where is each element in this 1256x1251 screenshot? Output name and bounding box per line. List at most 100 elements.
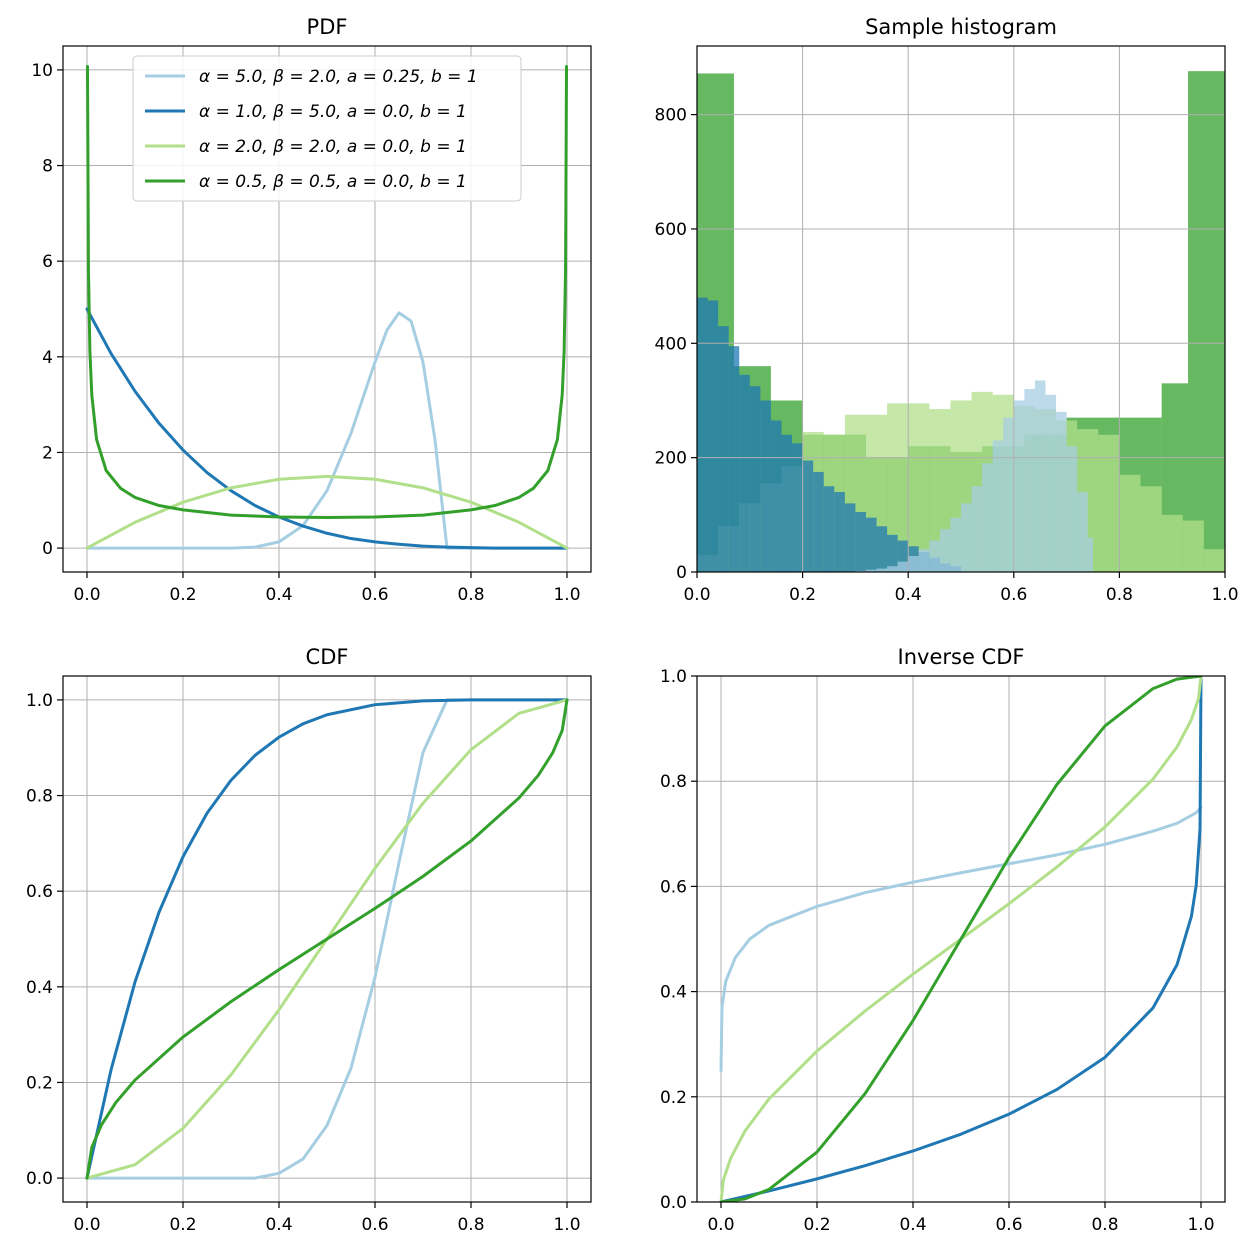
- y-tick-label: 0.8: [26, 787, 53, 807]
- x-tick-label: 0.0: [707, 1215, 734, 1235]
- hist-bar: [1182, 520, 1204, 572]
- x-tick-label: 1.0: [1187, 1215, 1214, 1235]
- hist-panel: 0.0 0.2 0.4 0.6 0.8 1.0 0 200 400 600 800 Sample hi…: [655, 15, 1239, 605]
- x-tick-label: 0.8: [457, 1215, 484, 1235]
- axes-frame: [62, 45, 592, 573]
- y-tick-label: 800: [655, 106, 687, 126]
- x-tick-label: 1.0: [1211, 585, 1238, 605]
- hist-bar: [865, 569, 877, 572]
- hist-bar: [1003, 417, 1014, 572]
- x-tick-label: 0.2: [789, 585, 816, 605]
- hist-bar: [707, 300, 719, 572]
- series-line-4: [85, 65, 569, 519]
- icdf-panel: 0.0 0.2 0.4 0.6 0.8 1.0 0.0 0.2 0.4 0.6 0.8 1.0 Inve…: [660, 645, 1226, 1235]
- series-line-2: [719, 676, 1203, 1202]
- y-tick-label: 0.6: [26, 882, 53, 902]
- y-tick-label: 0.0: [660, 1193, 687, 1213]
- series-line-4: [719, 676, 1203, 1202]
- hist-bar: [834, 491, 845, 572]
- panel-title: Sample histogram: [865, 15, 1057, 39]
- x-tick-label: 1.0: [553, 585, 580, 605]
- panel-title: Inverse CDF: [898, 645, 1025, 669]
- legend-label: α = 0.5, β = 0.5, a = 0.0, b = 1: [199, 172, 467, 192]
- hist-bar: [1098, 434, 1120, 572]
- hist-bar: [971, 486, 983, 572]
- legend: α = 5.0, β = 2.0, a = 0.25, b = 1 α = 1.0…: [132, 55, 522, 202]
- hist-bar: [950, 517, 961, 572]
- y-tick-label: 0.0: [26, 1169, 53, 1189]
- hist-bar: [844, 503, 856, 572]
- series-line-1: [85, 311, 569, 550]
- hist-bar: [992, 440, 1004, 572]
- hist-bar: [823, 486, 835, 572]
- y-tick-label: 4: [42, 348, 53, 368]
- hist-bar: [718, 326, 729, 572]
- axes-frame: [62, 675, 592, 1203]
- hist-bar: [1056, 411, 1067, 572]
- hist-bar: [887, 403, 909, 572]
- y-tick-label: 10: [31, 61, 53, 81]
- hist-bar: [1077, 491, 1088, 572]
- hist-bar: [1161, 514, 1183, 572]
- hist-bar: [1087, 537, 1093, 572]
- hist-bar: [1203, 549, 1225, 572]
- x-tick-label: 0.0: [683, 585, 710, 605]
- hist-bar: [1119, 474, 1141, 572]
- x-tick-label: 0.4: [899, 1215, 926, 1235]
- panel-title: PDF: [307, 15, 348, 39]
- hist-bar: [887, 534, 898, 572]
- axes-frame: [696, 675, 1226, 1203]
- x-tick-label: 0.0: [73, 1215, 100, 1235]
- hist-bar: [813, 471, 824, 572]
- hist-bar: [1140, 486, 1162, 572]
- y-tick-label: 0: [676, 563, 687, 583]
- y-tick-label: 1.0: [660, 667, 687, 687]
- y-tick-label: 0.2: [660, 1088, 687, 1108]
- hist-bar: [697, 297, 708, 572]
- series-line-1: [85, 698, 569, 1180]
- hist-bar: [739, 374, 750, 572]
- hist-bar: [855, 511, 866, 572]
- hist-bar: [770, 420, 782, 572]
- hist-bar: [760, 400, 771, 572]
- hist-bar: [929, 540, 940, 572]
- hist-bar: [1045, 394, 1057, 572]
- hist-bar: [897, 561, 909, 572]
- y-tick-label: 6: [42, 252, 53, 272]
- x-tick-label: 0.8: [1091, 1215, 1118, 1235]
- y-tick-label: 200: [655, 449, 687, 469]
- hist-bar: [749, 386, 761, 572]
- series-line-1: [719, 806, 1203, 1072]
- y-tick-label: 0.4: [26, 978, 53, 998]
- panel-title: CDF: [306, 645, 349, 669]
- x-tick-label: 0.6: [1000, 585, 1027, 605]
- hist-bar: [876, 568, 888, 572]
- y-tick-label: 0.2: [26, 1073, 53, 1093]
- hist-bar: [802, 460, 814, 572]
- series-line-4: [85, 698, 569, 1180]
- x-tick-label: 0.4: [265, 585, 292, 605]
- hist-bar: [908, 555, 919, 572]
- y-tick-label: 0: [42, 539, 53, 559]
- hist-bar: [1188, 71, 1225, 572]
- x-tick-label: 0.6: [995, 1215, 1022, 1235]
- hist-bar: [982, 463, 993, 572]
- axes-frame: [696, 45, 1226, 573]
- hist-bar: [865, 517, 877, 572]
- series-line-3: [85, 474, 569, 550]
- y-tick-label: 0.8: [660, 772, 687, 792]
- hist-bar: [897, 540, 909, 572]
- x-tick-label: 0.8: [1106, 585, 1133, 605]
- y-tick-label: 400: [655, 334, 687, 354]
- hist-bar: [792, 443, 803, 572]
- hist-bar: [876, 526, 888, 572]
- y-tick-label: 600: [655, 220, 687, 240]
- legend-label: α = 5.0, β = 2.0, a = 0.25, b = 1: [199, 67, 478, 87]
- x-tick-label: 0.4: [895, 585, 922, 605]
- legend-label: α = 2.0, β = 2.0, a = 0.0, b = 1: [199, 137, 467, 157]
- cdf-panel: 0.0 0.2 0.4 0.6 0.8 1.0 0.0 0.2 0.4 0.6 0.8 1.0 CDF: [26, 645, 592, 1235]
- hist-bar: [1024, 389, 1035, 572]
- legend-box: [132, 55, 522, 202]
- hist-bar: [1066, 446, 1078, 572]
